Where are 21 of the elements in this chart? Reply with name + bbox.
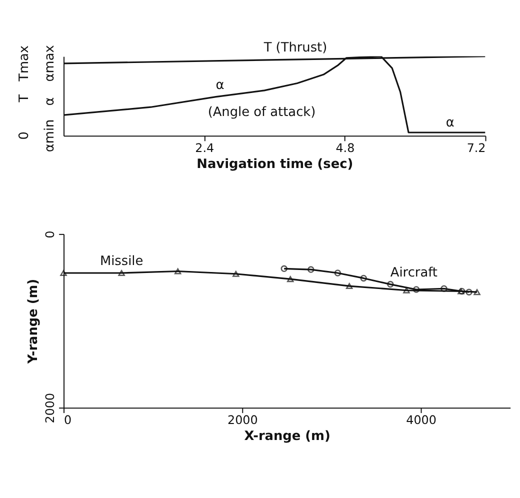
x-tick-label: 4000 <box>406 412 436 427</box>
text: α <box>42 97 58 106</box>
x-tick-label: 0 <box>64 412 72 427</box>
series-label: α <box>216 78 224 93</box>
text: αmax <box>42 44 58 82</box>
series-label: T (Thrust) <box>262 40 328 56</box>
text: T <box>16 94 32 104</box>
text: 0 <box>16 132 32 140</box>
x-tick-label: 2.4 <box>195 141 214 156</box>
y-axis-title: Y-range (m) <box>26 278 42 365</box>
x-tick-label: 2000 <box>228 412 258 427</box>
x-axis-title: X-range (m) <box>244 428 330 444</box>
text: αmin <box>42 119 58 152</box>
series-label: Missile <box>100 254 144 270</box>
text: Tmax <box>16 45 32 82</box>
series-label: Aircraft <box>390 265 438 280</box>
x-axis-title: Navigation time (sec) <box>196 156 354 172</box>
annotation: (Angle of attack) <box>208 104 316 120</box>
x-tick-label: 4.8 <box>336 141 355 156</box>
annotation: α <box>446 116 454 131</box>
x-tick-label: 7.2 <box>466 141 486 156</box>
